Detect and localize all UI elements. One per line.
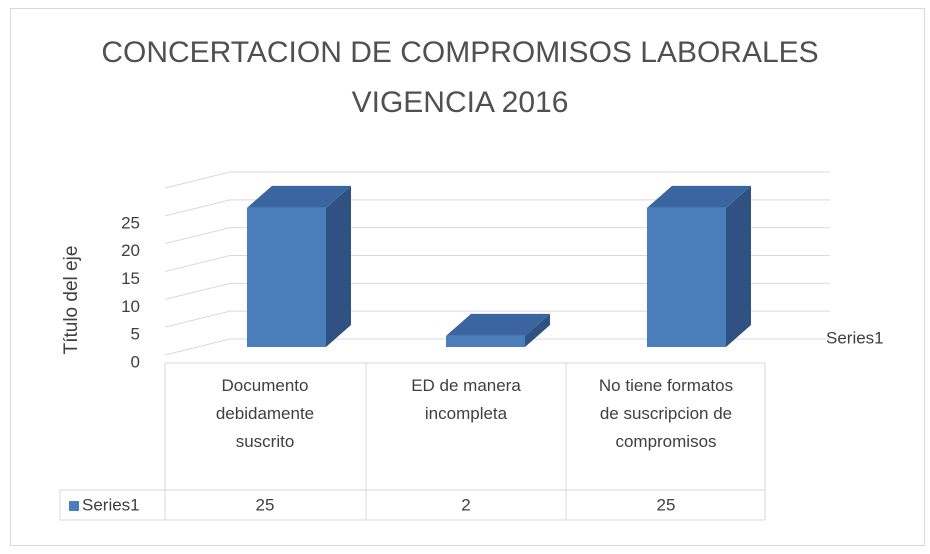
table-value: 2	[461, 495, 470, 514]
bar-top	[446, 313, 550, 336]
chart-title: CONCERTACION DE COMPROMISOS LABORALES VI…	[101, 36, 819, 119]
bar-side	[525, 313, 550, 347]
y-tick-label: 5	[131, 325, 140, 344]
y-tick-label: 0	[131, 352, 140, 371]
y-tick-label: 20	[121, 241, 140, 260]
bar-top	[647, 185, 751, 208]
legend-swatch	[69, 501, 79, 511]
grid-line	[164, 338, 830, 356]
y-tick-label: 10	[121, 297, 140, 316]
grid-line	[164, 282, 830, 300]
category-label: No tiene formatos de suscripcion de comp…	[598, 376, 734, 451]
bar	[247, 207, 326, 347]
bar	[647, 207, 726, 347]
grid-line	[164, 199, 830, 217]
y-tick-label: 15	[121, 269, 140, 288]
grid-line	[164, 227, 830, 245]
depth-axis-label: Series1	[826, 328, 884, 347]
grid-line	[164, 310, 830, 328]
bar-side	[326, 185, 351, 347]
y-tick-label: 25	[121, 213, 140, 232]
bar-side	[726, 185, 751, 347]
table-value: 25	[256, 495, 275, 514]
legend-label: Series1	[82, 495, 140, 514]
category-label: ED de manera incompleta	[411, 376, 521, 423]
table-value: 25	[657, 495, 676, 514]
y-axis-title: Título del eje	[61, 246, 82, 355]
chart-border	[10, 8, 925, 546]
category-label: Documento debidamente suscrito	[215, 376, 315, 451]
bar-top	[247, 185, 351, 208]
grid-line	[164, 255, 830, 272]
bar	[446, 335, 525, 347]
grid-line	[164, 171, 830, 189]
